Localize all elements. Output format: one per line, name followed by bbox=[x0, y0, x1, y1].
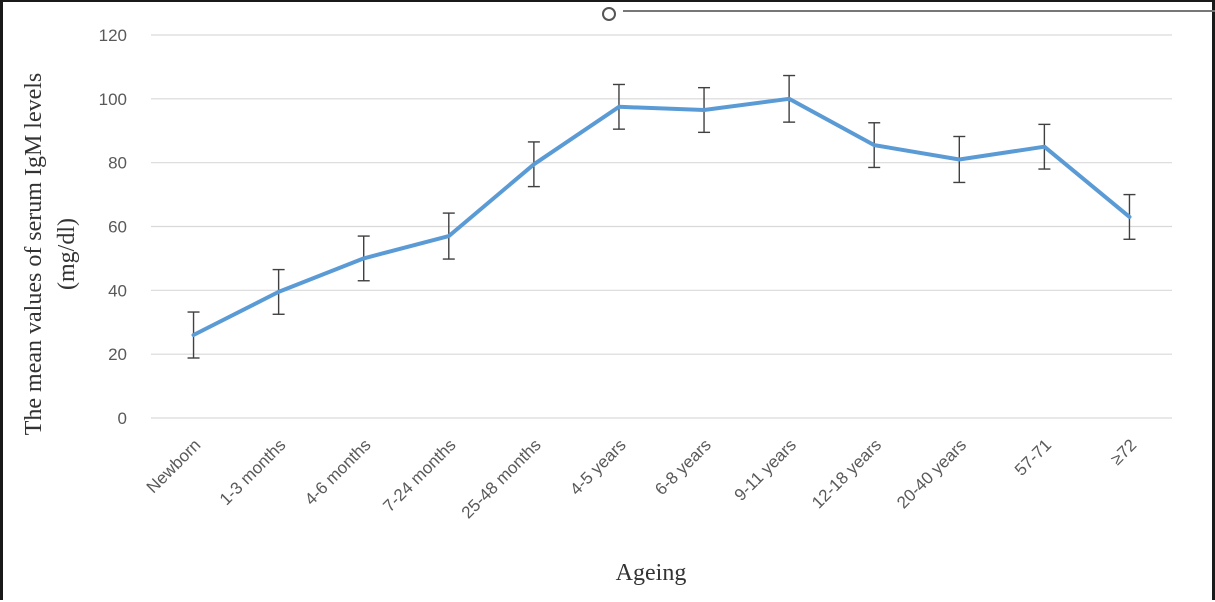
error-bars bbox=[187, 74, 1136, 359]
x-tick-label: 4-5 years bbox=[566, 435, 630, 499]
x-tick-label: 7-24 months bbox=[379, 435, 459, 515]
x-tick-label: 12-18 years bbox=[808, 435, 885, 512]
y-tick-label: 60 bbox=[108, 218, 127, 237]
x-tick-label: 6-8 years bbox=[651, 435, 715, 499]
line-chart: 0 20 40 60 80 100 120 Newborn 1-3 months 4-6 mon… bbox=[21, 26, 1172, 586]
y-axis-title-line-1: The mean values of serum IgM levels bbox=[21, 73, 47, 436]
y-tick-label: 80 bbox=[108, 154, 127, 173]
y-tick-label: 120 bbox=[99, 26, 127, 45]
x-tick-label: 57-71 bbox=[1011, 435, 1055, 479]
frame-top-line bbox=[623, 10, 1215, 12]
y-axis-title-line-2: (mg/dl) bbox=[54, 218, 80, 290]
x-tick-label: 20-40 years bbox=[893, 435, 970, 512]
x-tick-labels: Newborn 1-3 months 4-6 months 7-24 months25… bbox=[143, 435, 1140, 522]
y-tick-label: 100 bbox=[99, 90, 127, 109]
y-tick-label: 40 bbox=[108, 281, 127, 300]
y-axis-title: The mean values of serum IgM levels (mg/… bbox=[21, 73, 80, 436]
x-axis-title: Ageing bbox=[616, 560, 687, 586]
x-tick-label: 1-3 months bbox=[216, 435, 290, 509]
series-line bbox=[191, 96, 1132, 337]
x-tick-label: Newborn bbox=[143, 435, 205, 497]
x-tick-label: ≥72 bbox=[1107, 435, 1140, 468]
x-tick-label: 25-48 months bbox=[458, 435, 545, 522]
x-tick-label: 9-11 years bbox=[731, 435, 800, 504]
y-tick-label: 0 bbox=[118, 409, 127, 428]
y-tick-labels: 0 20 40 60 80 100 120 bbox=[99, 26, 127, 428]
y-tick-label: 20 bbox=[108, 345, 127, 364]
gridlines bbox=[151, 34, 1172, 419]
resize-handle[interactable] bbox=[602, 7, 616, 21]
x-tick-label: 4-6 months bbox=[301, 435, 375, 509]
